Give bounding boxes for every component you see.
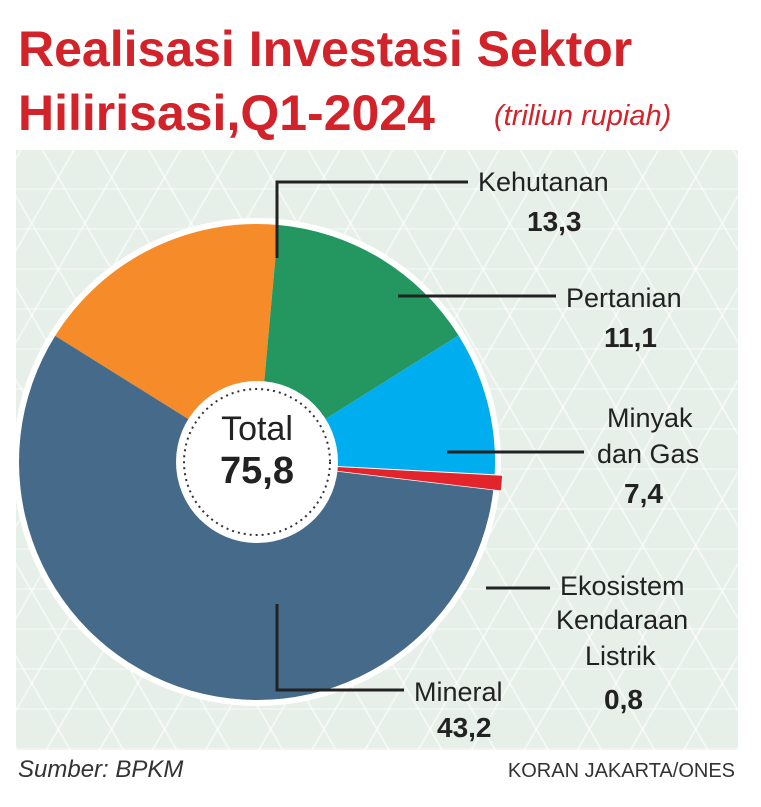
center-dotted-ring	[183, 388, 331, 536]
chart-unit-label: (triliun rupiah)	[494, 100, 672, 132]
value-kehutanan: 13,3	[527, 206, 582, 237]
label-pertanian: Pertanian	[566, 283, 682, 313]
label-ekosistem-line2: Kendaraan	[556, 605, 689, 635]
label-kehutanan: Kehutanan	[478, 167, 609, 197]
label-ekosistem-line3: Listrik	[585, 641, 656, 671]
source-note: Sumber: BPKM	[18, 756, 184, 783]
label-minyak-line2: dan Gas	[597, 439, 700, 469]
label-mineral: Mineral	[414, 677, 503, 707]
chart-title-line2: Hilirisasi,Q1-2024	[18, 85, 435, 141]
label-minyak-line1: Minyak	[607, 403, 693, 433]
value-pertanian: 11,1	[604, 322, 657, 353]
value-ekosistem-kendaraan-listrik: 0,8	[604, 684, 643, 715]
center-total-label: Total	[221, 410, 293, 448]
label-ekosistem-line1: Ekosistem	[560, 571, 685, 601]
value-minyak-dan-gas: 7,4	[624, 478, 663, 509]
leader-line-mineral	[275, 604, 404, 692]
leader-line-kehutanan	[275, 180, 468, 258]
chart-title-line1: Realisasi Investasi Sektor	[18, 21, 633, 77]
credit-note: KORAN JAKARTA/ONES	[507, 760, 735, 782]
center-circle	[176, 381, 338, 543]
center-total-value: 75,8	[220, 450, 294, 492]
value-mineral: 43,2	[437, 712, 492, 743]
